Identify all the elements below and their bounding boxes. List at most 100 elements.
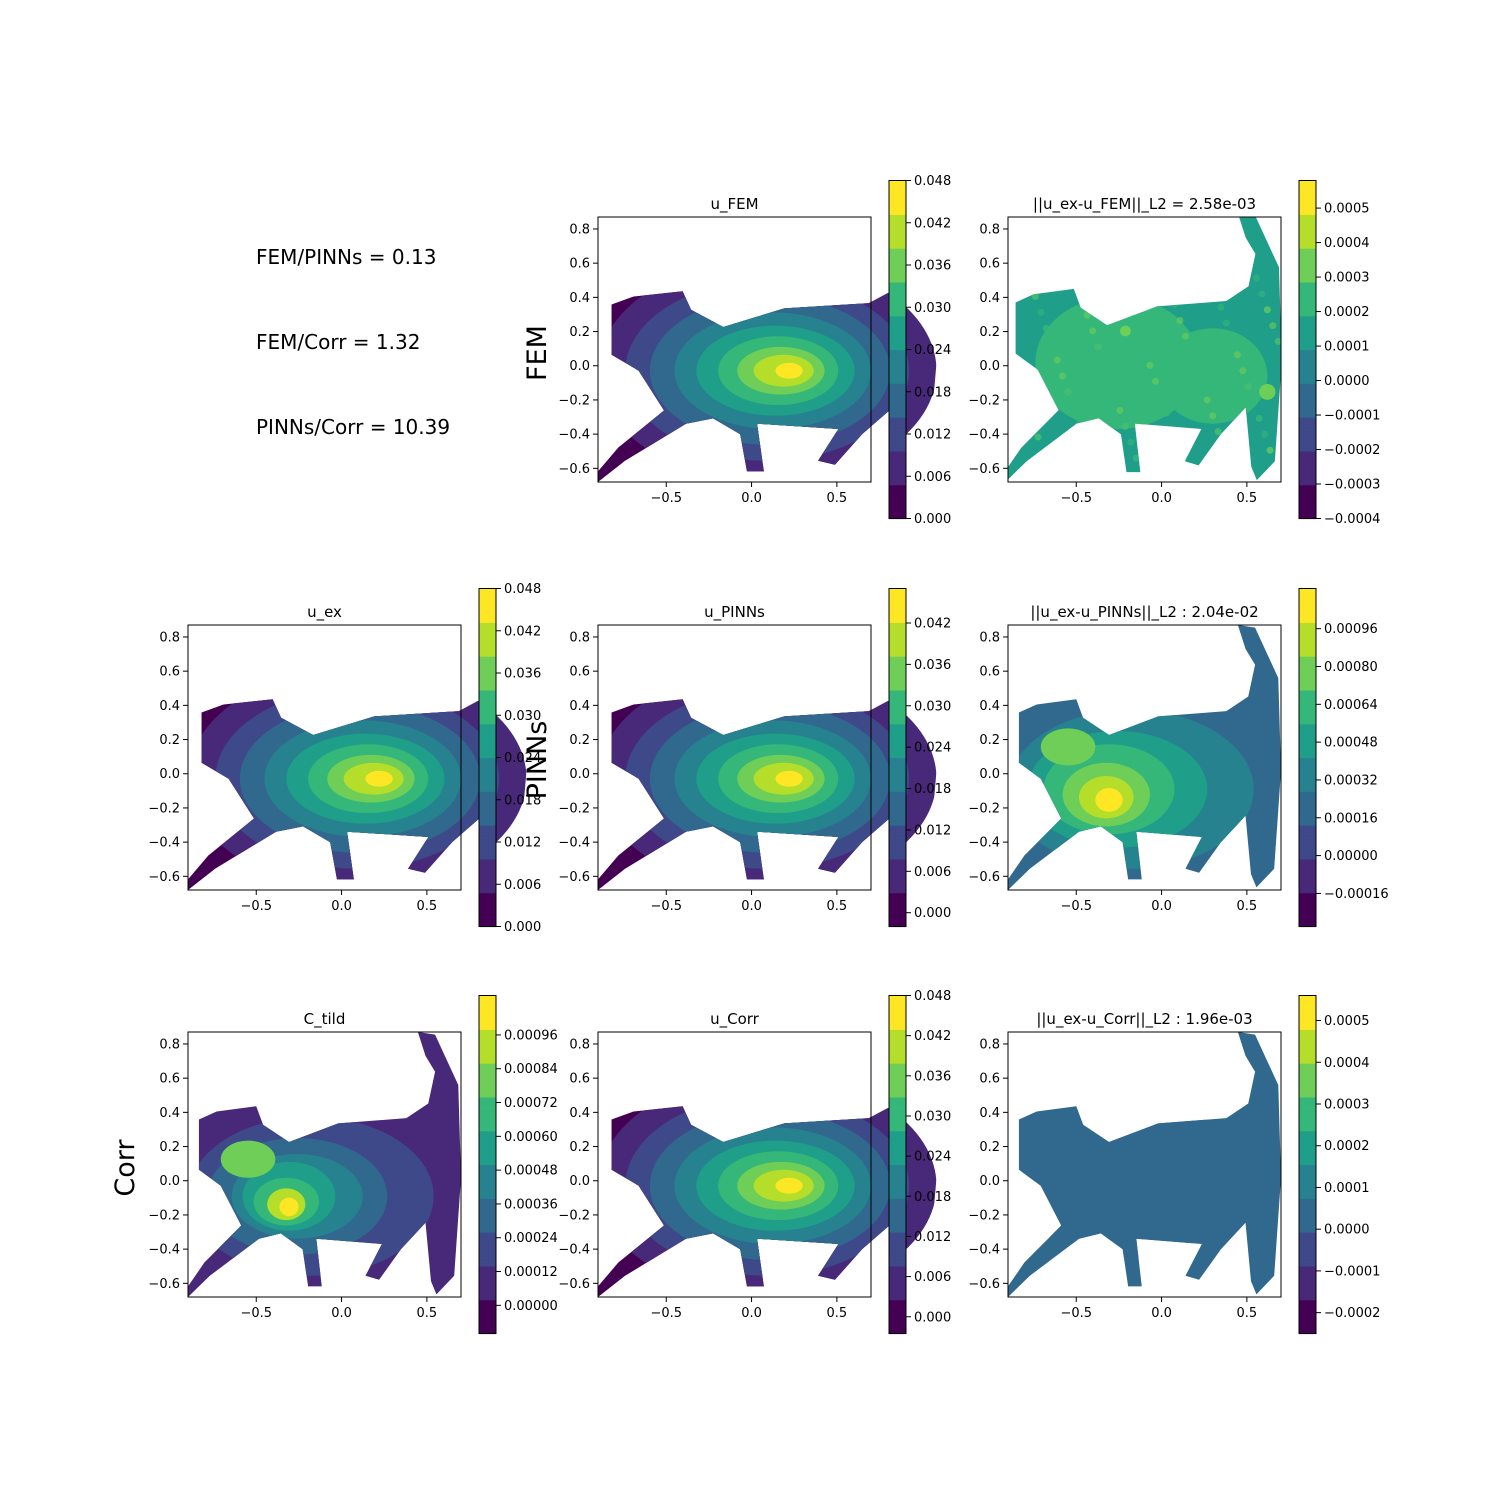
colorbar-step: [1299, 1205, 1316, 1210]
x-tick-label: −0.5: [1060, 491, 1092, 506]
speckle: [1242, 242, 1250, 250]
colorbar-step: [889, 278, 906, 283]
panel-title: u_Corr: [710, 1010, 760, 1029]
colorbar-step: [1299, 190, 1316, 195]
colorbar-step: [889, 862, 906, 867]
colorbar-step: [1299, 1282, 1316, 1287]
colorbar-step: [1299, 285, 1316, 290]
colorbar-step: [1299, 444, 1316, 449]
colorbar-step: [479, 649, 496, 654]
speckle: [1020, 261, 1028, 269]
colorbar-step: [1299, 312, 1316, 317]
colorbar-step: [889, 204, 906, 209]
colorbar-step: [1299, 1309, 1316, 1314]
colorbar-step: [1299, 315, 1316, 320]
colorbar-step: [1299, 1242, 1316, 1247]
speckle: [1146, 361, 1154, 369]
y-tick-label: 0.4: [569, 291, 590, 306]
colorbar-step: [889, 1107, 906, 1112]
colorbar-step: [479, 767, 496, 772]
colorbar-step: [1299, 265, 1316, 269]
colorbar-step: [1299, 386, 1316, 391]
colorbar-tick-label: 0.006: [914, 865, 951, 880]
ratio-fem-pinns: FEM/PINNs = 0.13: [256, 245, 437, 269]
colorbar-step: [479, 865, 496, 870]
colorbar-step: [889, 417, 906, 422]
colorbar-step: [889, 750, 906, 755]
panel-title: ||u_ex-u_Corr||_L2 : 1.96e-03: [1036, 1010, 1252, 1029]
heatmap-field: [188, 1032, 461, 1297]
speckle: [1250, 399, 1258, 406]
colorbar-step: [479, 1025, 496, 1030]
colorbar-step: [889, 632, 906, 637]
colorbar-step: [1299, 281, 1316, 286]
colorbar-step: [1299, 818, 1316, 823]
colorbar-step: [889, 774, 906, 779]
colorbar-step: [1299, 248, 1316, 253]
colorbar-step: [889, 271, 906, 276]
colorbar-step: [1299, 825, 1316, 830]
colorbar-step: [479, 1201, 496, 1206]
colorbar-step: [1299, 879, 1316, 884]
colorbar-step: [479, 818, 496, 823]
colorbar-step: [1299, 774, 1316, 779]
colorbar-step: [889, 757, 906, 762]
colorbar-step: [889, 710, 906, 715]
colorbar-step: [1299, 595, 1316, 600]
colorbar-step: [889, 1052, 906, 1057]
colorbar-step: [889, 214, 906, 219]
colorbar-step: [1299, 838, 1316, 843]
y-tick-label: −0.6: [148, 870, 180, 885]
colorbar-step: [1299, 511, 1316, 516]
colorbar-step: [1299, 1194, 1316, 1199]
colorbar-step: [1299, 1144, 1316, 1149]
colorbar-step: [889, 696, 906, 701]
colorbar-step: [889, 1269, 906, 1274]
colorbar-step: [1299, 461, 1316, 466]
colorbar-tick-label: 0.024: [914, 1150, 951, 1165]
colorbar-step: [479, 693, 496, 698]
colorbar-step: [479, 716, 496, 721]
contour-level: [1095, 787, 1123, 812]
colorbar-step: [1299, 1049, 1316, 1054]
y-tick-label: 0.6: [979, 665, 1000, 680]
colorbar-step: [889, 896, 906, 901]
colorbar-step: [889, 359, 906, 364]
colorbar-step: [479, 764, 496, 769]
x-tick-label: 0.5: [417, 899, 438, 914]
colorbar-step: [889, 373, 906, 378]
colorbar-step: [889, 1069, 906, 1074]
colorbar-step: [889, 814, 906, 819]
speckle: [1100, 359, 1108, 367]
colorbar-step: [479, 1205, 496, 1210]
colorbar-step: [889, 1042, 906, 1047]
colorbar-step: [889, 237, 906, 242]
colorbar-step: [1299, 683, 1316, 688]
colorbar-step: [889, 828, 906, 833]
colorbar-step: [1299, 434, 1316, 438]
y-tick-label: 0.0: [979, 767, 1000, 782]
colorbar-step: [479, 995, 496, 1000]
colorbar-tick-label: 0.0005: [1324, 202, 1370, 217]
colorbar-step: [1299, 801, 1316, 806]
colorbar-step: [1299, 366, 1316, 371]
colorbar-step: [1299, 251, 1316, 256]
colorbar-step: [479, 1238, 496, 1243]
colorbar-step: [1299, 1157, 1316, 1162]
speckle: [1181, 332, 1189, 340]
y-tick-label: 0.0: [979, 1174, 1000, 1189]
colorbar-step: [479, 673, 496, 677]
colorbar-step: [479, 798, 496, 803]
colorbar-tick-label: 0.000: [504, 920, 541, 935]
speckle: [1192, 364, 1200, 372]
x-tick-label: 0.5: [827, 1306, 848, 1321]
contour-level: [220, 1140, 276, 1178]
contour-level: [1155, 1249, 1178, 1266]
colorbar-step: [479, 1245, 496, 1250]
colorbar-step: [1299, 410, 1316, 415]
speckle: [1116, 406, 1124, 414]
colorbar-tick-label: 0.006: [504, 878, 541, 893]
colorbar-step: [889, 349, 906, 354]
ratio-fem-corr: FEM/Corr = 1.32: [256, 330, 421, 354]
y-tick-label: 0.0: [569, 767, 590, 782]
